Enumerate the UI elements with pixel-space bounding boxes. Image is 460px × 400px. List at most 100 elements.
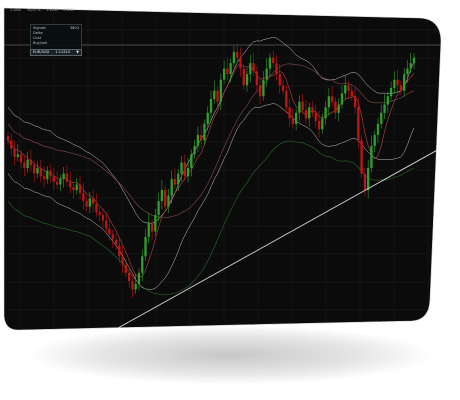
candle (72, 182, 75, 199)
candle (321, 113, 324, 134)
candle (386, 91, 389, 113)
candle-body (285, 90, 288, 108)
candle-body (33, 165, 36, 174)
candle-body (278, 74, 281, 86)
candle (255, 66, 258, 92)
candle (39, 159, 42, 183)
candle-body (150, 223, 154, 232)
candle (252, 52, 255, 76)
candle-body (288, 107, 291, 119)
candle-body (141, 256, 144, 273)
candle-body (262, 79, 265, 97)
candle-body (367, 168, 370, 191)
candle-body (124, 264, 128, 273)
candle-body (108, 228, 111, 235)
candle-body (42, 176, 46, 180)
candle (114, 233, 118, 250)
candle-body (380, 112, 383, 124)
candle-body (353, 96, 357, 108)
candle-body (226, 68, 229, 75)
candle (337, 98, 340, 122)
candle-body (10, 140, 13, 149)
candle-body (6, 136, 10, 141)
candle-body (105, 220, 108, 229)
ma-fast (7, 63, 415, 278)
candle (121, 246, 124, 273)
candle-body (311, 107, 314, 113)
candle (131, 272, 134, 298)
candle (412, 53, 416, 70)
candle (393, 71, 396, 95)
candle (206, 106, 209, 131)
candle-body (49, 170, 52, 177)
candle (124, 260, 128, 278)
candle (10, 134, 13, 156)
candle-body (114, 239, 118, 246)
candle-body (69, 181, 72, 188)
candle-body (16, 154, 19, 157)
candle (383, 94, 386, 120)
candle (186, 157, 190, 183)
symbol-name: EUR/USD (33, 50, 50, 54)
candle-body (301, 101, 304, 111)
candle (314, 104, 317, 128)
candle-body (294, 112, 298, 124)
candle (360, 135, 363, 178)
candle (370, 135, 373, 173)
candle-body (291, 118, 294, 124)
candles-group (6, 43, 416, 298)
candle-body (190, 154, 193, 168)
candle-body (193, 145, 196, 155)
candle (216, 86, 219, 109)
candle-body (164, 190, 167, 207)
candle-body (324, 107, 327, 119)
candle-body (173, 179, 177, 185)
candle (281, 80, 285, 96)
candle-body (412, 57, 416, 64)
candle-body (376, 123, 380, 135)
candle (311, 100, 314, 118)
candle (65, 165, 69, 187)
symbol-dropdown[interactable]: EUR/USD 1.11510 ▼ (30, 49, 82, 56)
candle-body (281, 85, 285, 91)
candle (134, 273, 137, 294)
candle (180, 156, 183, 182)
candle (409, 52, 412, 74)
candle-body (111, 234, 114, 240)
candle (170, 170, 173, 204)
trend-line[interactable] (117, 147, 441, 329)
candle-body (85, 201, 88, 207)
candle-body (154, 214, 157, 232)
candle (19, 149, 23, 169)
candle (399, 80, 403, 96)
candle (111, 229, 114, 249)
candle (222, 60, 226, 85)
candle (49, 164, 52, 183)
candle (373, 130, 376, 153)
candle (16, 143, 19, 162)
candle (85, 196, 88, 212)
candle (183, 154, 186, 181)
candle-body (98, 212, 101, 215)
candle (367, 159, 370, 199)
candle-body (268, 57, 272, 69)
candle (340, 85, 344, 109)
candle (108, 218, 111, 241)
candle (105, 212, 108, 234)
candle (403, 67, 406, 98)
candle-body (200, 134, 203, 141)
candle (150, 218, 154, 240)
candle-body (78, 184, 82, 193)
candle (29, 149, 33, 172)
screen-bezel (3, 7, 442, 331)
candle-body (95, 203, 98, 213)
candle-body (327, 96, 331, 108)
candle (219, 73, 222, 111)
candle-body (258, 85, 262, 97)
candle-body (177, 173, 180, 185)
candle-body (275, 63, 278, 75)
lower-band-outer (7, 140, 415, 296)
candle-body (46, 170, 49, 180)
candle (69, 171, 72, 194)
candle-body (55, 181, 59, 185)
